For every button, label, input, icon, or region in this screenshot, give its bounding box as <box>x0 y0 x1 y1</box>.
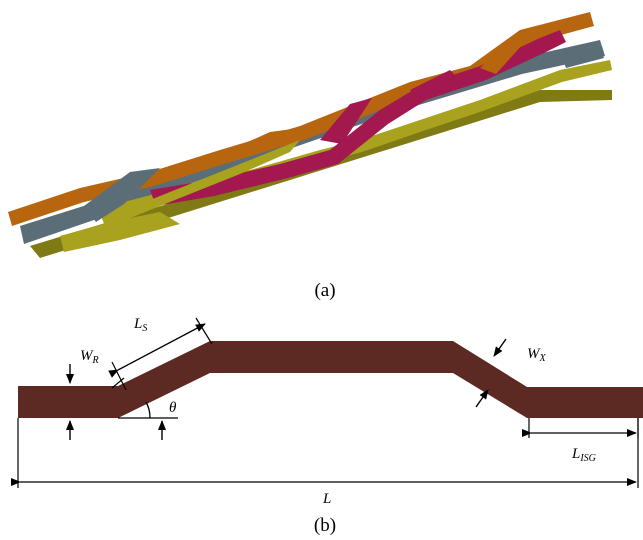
strand-magenta-crossing <box>320 98 372 144</box>
ls-dim-line <box>108 323 206 378</box>
panel-b-diagram <box>11 317 643 488</box>
ls-ext-right-tick <box>195 317 213 345</box>
panel-a-caption: (a) <box>314 280 335 301</box>
label-ls: LS <box>133 316 147 334</box>
label-l: L <box>322 491 331 507</box>
strand-magenta <box>150 30 566 206</box>
wx-arrow-top <box>493 338 507 357</box>
conductor-profile <box>18 341 643 418</box>
strand-slate-crossing <box>84 168 160 222</box>
panel-b-caption: (b) <box>314 515 336 536</box>
label-lisg: LISG <box>571 446 596 464</box>
strand-orange-crossing <box>230 128 300 150</box>
strand-olive-crossing-2 <box>60 212 180 252</box>
label-wr: WR <box>80 348 99 366</box>
theta-arc <box>145 401 151 419</box>
wx-arrow-bottom <box>475 389 489 408</box>
label-theta: θ <box>169 400 177 416</box>
strand-slate-crossing-2 <box>560 42 604 68</box>
strand-olive-crossing <box>100 140 300 228</box>
label-wx: WX <box>527 346 547 364</box>
strand-magenta-crossing-2 <box>410 70 460 100</box>
ls-ext-left-tick <box>111 361 127 391</box>
panel-a-illustration <box>8 12 612 258</box>
strand-slate <box>20 40 605 244</box>
strand-orange-crossing-2 <box>480 34 532 74</box>
ls-ext-left <box>111 377 125 389</box>
